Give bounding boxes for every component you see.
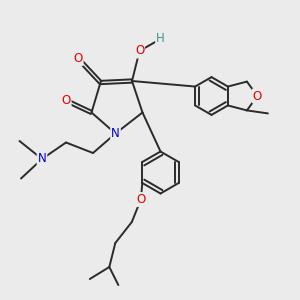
Text: N: N [38, 152, 46, 166]
Text: O: O [61, 94, 70, 107]
Text: H: H [156, 32, 165, 46]
Text: O: O [135, 44, 144, 58]
Text: N: N [111, 127, 120, 140]
Text: O: O [74, 52, 82, 65]
Text: O: O [136, 193, 146, 206]
Text: O: O [253, 89, 262, 103]
